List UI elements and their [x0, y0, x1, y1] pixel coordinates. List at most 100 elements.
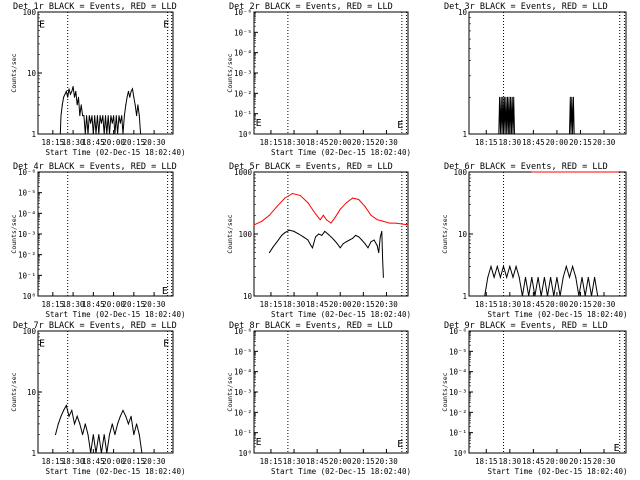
- data-point: [493, 276, 495, 278]
- data-point: [528, 295, 530, 297]
- data-point: [60, 415, 62, 417]
- data-point: [69, 93, 71, 95]
- data-point: [510, 133, 512, 135]
- x-axis-label: Start Time (02-Dec-15 18:02:40): [488, 310, 628, 319]
- data-point: [118, 115, 120, 117]
- series-line-0: [253, 192, 409, 226]
- y-tick-label: 10⁻⁶: [18, 168, 36, 177]
- x-axis-label: Start Time (02-Dec-15 18:02:40): [46, 467, 186, 476]
- data-point: [562, 276, 564, 278]
- data-point: [379, 236, 381, 238]
- data-point: [79, 423, 81, 425]
- x-tick-label: 20:15: [569, 300, 592, 309]
- data-point: [67, 96, 69, 98]
- data-point: [370, 214, 372, 216]
- y-tick-label: 10⁻⁴: [18, 209, 36, 218]
- panel-title: Det 2r BLACK = Events, RED = LLD: [229, 2, 393, 12]
- x-tick-label: 20:00: [329, 300, 352, 309]
- data-point: [342, 243, 344, 245]
- x-tick-label: 20:00: [546, 138, 569, 147]
- plot-frame: [253, 330, 409, 454]
- data-point: [80, 104, 82, 106]
- data-point: [496, 265, 498, 267]
- data-point: [59, 133, 61, 135]
- y-tick-label: 1: [462, 130, 467, 139]
- panel-title: Det 7r BLACK = Events, RED = LLD: [13, 321, 177, 331]
- x-tick-label: 20:30: [375, 457, 398, 466]
- data-point: [531, 171, 533, 173]
- data-point: [358, 199, 360, 201]
- data-point: [253, 224, 255, 226]
- data-point: [553, 295, 555, 297]
- event-marker: E: [39, 338, 45, 349]
- data-point: [298, 233, 300, 235]
- event-marker: E: [397, 120, 403, 131]
- x-tick-label: 18:45: [82, 457, 105, 466]
- y-axis-label: Counts/sec: [226, 372, 234, 411]
- y-axis-label: Counts/sec: [10, 214, 18, 253]
- data-point: [105, 115, 106, 117]
- data-point: [91, 115, 93, 117]
- data-point: [367, 247, 369, 249]
- data-point: [84, 423, 86, 425]
- y-tick-label: 10⁻⁵: [234, 28, 252, 37]
- data-point: [511, 96, 513, 98]
- y-tick-label: 10⁻⁴: [234, 49, 252, 58]
- data-point: [109, 133, 111, 135]
- data-point: [276, 205, 278, 207]
- data-point: [106, 133, 108, 135]
- data-point: [540, 295, 542, 297]
- data-point: [63, 96, 65, 98]
- data-point: [322, 214, 324, 216]
- data-point: [111, 122, 113, 124]
- x-tick-label: 18:30: [283, 138, 306, 147]
- data-point: [572, 96, 574, 98]
- data-point: [134, 104, 136, 106]
- data-point: [71, 409, 73, 411]
- data-point: [57, 423, 59, 425]
- data-point: [581, 276, 583, 278]
- x-tick-label: 18:30: [499, 138, 522, 147]
- data-point: [550, 276, 552, 278]
- event-marker: E: [614, 443, 620, 454]
- event-marker: E: [256, 437, 262, 448]
- data-point: [271, 247, 273, 249]
- x-tick-label: 20:00: [546, 300, 569, 309]
- y-tick-label: 10⁻⁶: [234, 8, 252, 17]
- x-tick-label: 20:00: [102, 457, 125, 466]
- data-point: [87, 133, 89, 135]
- x-tick-label: 20:30: [143, 138, 166, 147]
- data-point: [133, 96, 135, 98]
- x-tick-label: 18:15: [260, 300, 283, 309]
- data-point: [506, 96, 508, 98]
- x-tick-label: 18:45: [522, 138, 545, 147]
- plot-frame: [468, 171, 627, 297]
- y-tick-label: 10⁻⁵: [234, 347, 252, 356]
- data-point: [90, 122, 92, 124]
- x-tick-label: 18:15: [475, 138, 498, 147]
- data-point: [95, 133, 97, 135]
- y-axis-label: Counts/sec: [441, 372, 449, 411]
- x-tick-label: 18:45: [522, 300, 545, 309]
- data-point: [127, 423, 129, 425]
- data-point: [82, 434, 84, 436]
- data-point: [268, 252, 270, 254]
- series-line-0: [59, 86, 142, 135]
- chart-panel-p9: Det 9r BLACK = Events, RED = LLD 10⁰ 10⁻¹ 1…: [441, 321, 627, 476]
- data-point: [115, 115, 117, 117]
- data-point: [376, 219, 378, 221]
- x-tick-label: 20:30: [593, 138, 616, 147]
- x-tick-label: 20:15: [123, 300, 146, 309]
- data-point: [348, 239, 350, 241]
- data-point: [318, 233, 320, 235]
- chart-panel-p3: Det 3r BLACK = Events, RED = LLD 1 10 18:15…: [444, 2, 627, 147]
- x-tick-label: 18:30: [62, 457, 85, 466]
- data-point: [64, 93, 66, 95]
- data-point: [92, 434, 94, 436]
- y-tick-label: 10⁻²: [18, 251, 36, 260]
- data-point: [382, 258, 384, 260]
- x-tick-label: 18:45: [522, 457, 545, 466]
- data-point: [88, 115, 90, 117]
- y-tick-label: 10: [27, 388, 37, 397]
- chart-panel-p7: Det 7r BLACK = Events, RED = LLD 1 10 100 18…: [10, 321, 185, 476]
